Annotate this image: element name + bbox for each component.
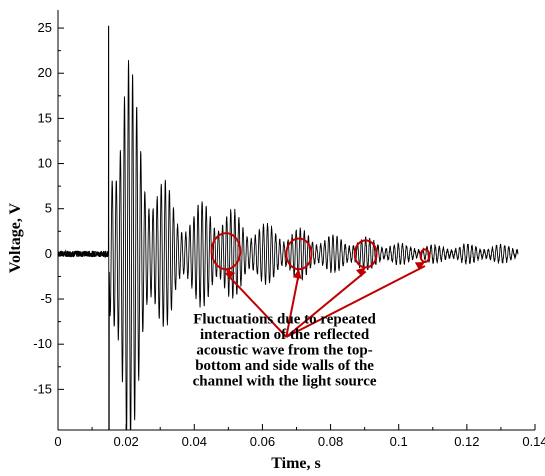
- x-tick-label: 0.02: [113, 434, 138, 449]
- y-tick-label: 25: [38, 20, 52, 35]
- annotation-arrowhead: [414, 262, 425, 271]
- annotation-arrowhead: [292, 269, 302, 279]
- annotation-text-line: interaction of the reflected: [200, 327, 370, 343]
- annotation-arrowhead: [355, 267, 366, 277]
- x-tick-label: 0.12: [454, 434, 479, 449]
- annotation-text-line: channel with the light source: [193, 373, 377, 389]
- x-tick-label: 0.06: [250, 434, 275, 449]
- annotation-text-line: acoustic wave from the top-: [196, 342, 372, 358]
- signal-layer: [57, 25, 519, 431]
- highlight-circle: [353, 239, 378, 269]
- voltage-signal-line: [57, 25, 519, 431]
- x-tick-label: 0: [54, 434, 61, 449]
- annotation-arrow: [225, 272, 288, 338]
- axes-layer: 0 0.02 0.04 0.06 0.08 0.1 0.12 0.14 -15 -10 -5 0 5 10…: [33, 10, 545, 449]
- x-axis-title: Time, s: [271, 455, 320, 472]
- x-tick-label: 0.1: [390, 434, 408, 449]
- y-tick-label: -10: [33, 336, 52, 351]
- y-tick-label: 5: [45, 201, 52, 216]
- annotation-text-line: bottom and side walls of the: [195, 358, 374, 374]
- y-tick-label: -15: [33, 381, 52, 396]
- annotation-arrow: [285, 265, 426, 338]
- annotation-text-line: Fluctuations due to repeated: [193, 311, 376, 327]
- y-tick-label: -5: [40, 291, 52, 306]
- annotation-arrowhead: [225, 269, 236, 279]
- x-tick-label: 0.14: [522, 434, 545, 449]
- y-tick-label: 15: [38, 110, 52, 125]
- y-tick-label: 0: [45, 246, 52, 261]
- x-tick-label: 0.08: [318, 434, 343, 449]
- y-tick-label: 20: [38, 65, 52, 80]
- y-axis-title: Voltage, V: [7, 202, 24, 273]
- annotation-arrow: [285, 273, 300, 338]
- annotation-arrow: [285, 270, 367, 338]
- x-tick-label: 0.04: [182, 434, 207, 449]
- y-tick-label: 10: [38, 156, 52, 171]
- annotation-layer: Fluctuations due to repeatedinteraction …: [193, 232, 431, 389]
